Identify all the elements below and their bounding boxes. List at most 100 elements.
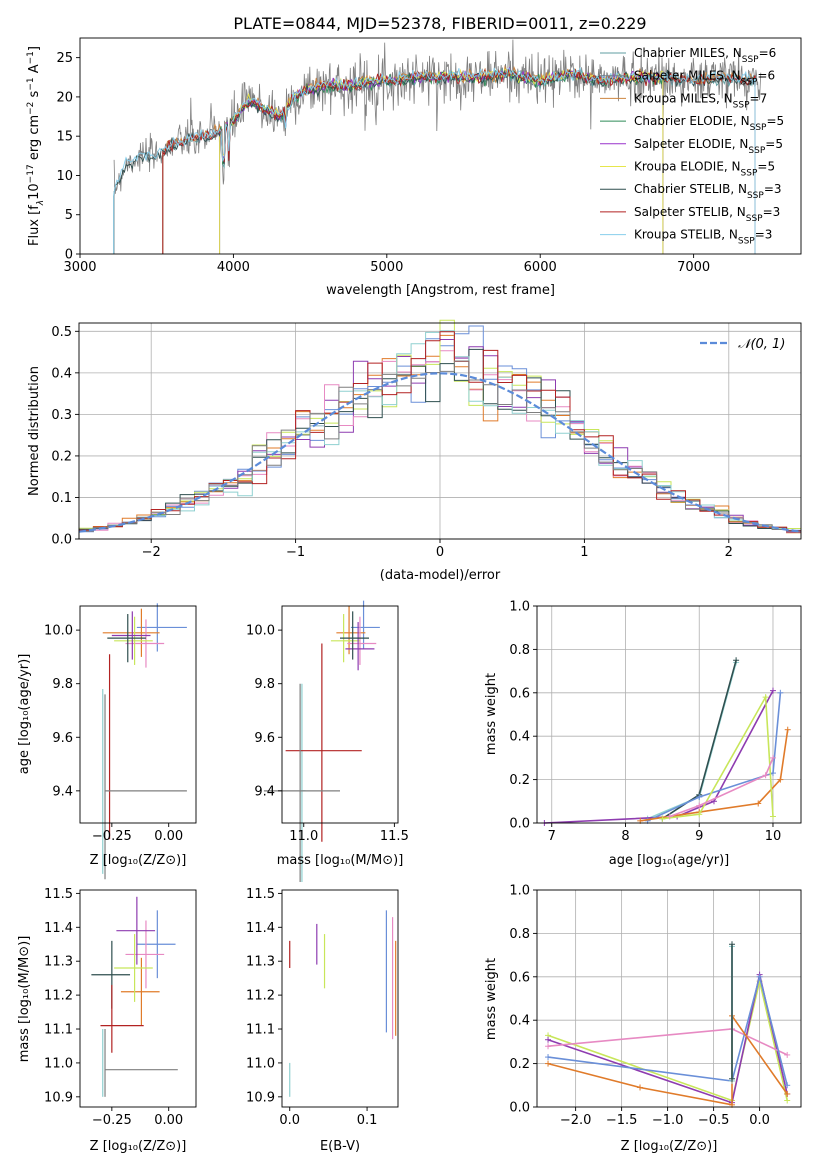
y-tick-label: 0.2 (509, 773, 530, 788)
x-tick-label: −1 (286, 545, 305, 560)
y-axis-label: age [log₁₀(age/yr)] (17, 654, 32, 775)
legend-label: Chabrier MILES, NSSP=6 (634, 46, 776, 65)
y-tick-label: 10.0 (246, 624, 275, 639)
mass-weight-age-line (544, 690, 774, 824)
y-tick-label: 11.2 (246, 989, 275, 1004)
x-tick-label: 2 (725, 545, 733, 560)
y-tick-label: 0.0 (509, 817, 530, 832)
x-tick-label: −0.5 (698, 1113, 730, 1128)
x-axis-label: (data-model)/error (380, 568, 501, 583)
legend-label: Chabrier STELIB, NSSP=3 (634, 182, 782, 201)
legend-label-normal: 𝒩(0, 1) (738, 337, 785, 352)
x-tick-label: 0.00 (154, 1113, 183, 1128)
x-tick-label: 9 (695, 829, 703, 844)
x-axis-label: wavelength [Angstrom, rest frame] (326, 283, 555, 298)
y-axis-label: mass weight (484, 673, 499, 755)
x-tick-label: 0.00 (154, 829, 183, 844)
legend-label: Kroupa MILES, NSSP=7 (634, 91, 767, 110)
legend-label: Salpeter STELIB, NSSP=3 (634, 205, 780, 224)
spectrum-model-line (113, 66, 756, 254)
y-tick-label: 0.5 (51, 325, 72, 340)
y-tick-label: 25 (56, 51, 73, 66)
x-tick-label: 0.1 (357, 1113, 378, 1128)
grid-lines (79, 323, 801, 1108)
y-tick-label: 0.6 (509, 686, 530, 701)
x-tick-label: 10 (765, 829, 782, 844)
legend-label: Salpeter ELODIE, NSSP=5 (634, 137, 783, 156)
x-axis-label: Z [log₁₀(Z/Z⊙)] (621, 1139, 718, 1154)
spectrum-data-line (113, 39, 762, 194)
legend-label: Kroupa STELIB, NSSP=3 (634, 228, 772, 247)
y-tick-label: 0.8 (509, 643, 530, 658)
axes-frame (536, 605, 802, 824)
y-tick-label: 11.2 (44, 989, 73, 1004)
y-axis-label: mass [log₁₀(M/M⊙)] (17, 936, 32, 1063)
axes-frame (281, 605, 399, 824)
axes-frame (281, 889, 399, 1108)
x-tick-label: −2 (142, 545, 161, 560)
y-tick-label: 11.4 (44, 921, 73, 936)
mass-weight-z-line (547, 973, 788, 1086)
legend-label: Chabrier ELODIE, NSSP=5 (634, 114, 784, 133)
x-tick-label: 3000 (63, 260, 96, 275)
x-axis-label: Z [log₁₀(Z/Z⊙)] (90, 1139, 187, 1154)
axes: 3000 4000 5000 6000 70000510152025wavelength… (17, 37, 802, 1154)
y-tick-label: 9.6 (254, 731, 275, 746)
y-tick-label: 1.0 (509, 600, 530, 615)
y-tick-label: 11.4 (246, 921, 275, 936)
y-tick-label: 15 (56, 130, 73, 145)
x-tick-label: 11.5 (380, 829, 409, 844)
y-tick-label: 0.2 (51, 449, 72, 464)
x-axis-label: mass [log₁₀(M/M⊙)] (277, 853, 404, 868)
y-tick-label: 10.9 (246, 1090, 275, 1105)
x-tick-label: 11.0 (289, 829, 318, 844)
y-tick-label: 9.4 (254, 784, 275, 799)
axes-frame (79, 605, 197, 824)
x-axis-label: E(B-V) (320, 1139, 360, 1154)
y-tick-label: 9.6 (52, 731, 73, 746)
y-tick-label: 0.2 (509, 1057, 530, 1072)
x-tick-label: 7 (548, 829, 556, 844)
y-tick-label: 10 (56, 169, 73, 184)
y-axis-label: Flux [fλ10−17 erg cm−2 s−1 A−1] (26, 46, 46, 246)
x-tick-label: 7000 (677, 260, 710, 275)
y-tick-label: 0.4 (509, 730, 530, 745)
y-tick-label: 0.3 (51, 408, 72, 423)
axes-frame (536, 889, 802, 1108)
y-tick-label: 11.0 (246, 1056, 275, 1071)
y-tick-label: 5 (65, 208, 73, 223)
x-tick-label: 0 (436, 545, 444, 560)
y-tick-label: 0.8 (509, 927, 530, 942)
legend-label: Kroupa ELODIE, NSSP=5 (634, 160, 775, 179)
y-tick-label: 11.3 (246, 955, 275, 970)
x-axis-label: age [log₁₀(age/yr)] (609, 853, 730, 868)
x-axis-label: Z [log₁₀(Z/Z⊙)] (90, 853, 187, 868)
mass-weight-age-line (647, 692, 782, 822)
mass-weight-age-line (669, 757, 774, 818)
x-tick-label: 5000 (370, 260, 403, 275)
mass-weight-age-line (662, 694, 774, 820)
x-tick-label: −2.0 (560, 1113, 592, 1128)
y-tick-label: 10.0 (44, 624, 73, 639)
y-tick-label: 0.1 (51, 491, 72, 506)
x-tick-label: 0.0 (279, 1113, 300, 1128)
y-tick-label: 0.6 (509, 970, 530, 985)
x-tick-label: −1.5 (606, 1113, 638, 1128)
x-tick-label: −0.25 (92, 829, 132, 844)
y-tick-label: 20 (56, 90, 73, 105)
y-tick-label: 1.0 (509, 884, 530, 899)
y-axis-label: mass weight (484, 958, 499, 1040)
y-tick-label: 0.0 (51, 533, 72, 548)
x-tick-label: 8 (621, 829, 629, 844)
y-tick-label: 11.1 (246, 1023, 275, 1038)
y-tick-label: 11.5 (246, 887, 275, 902)
y-tick-label: 0.0 (509, 1101, 530, 1116)
y-tick-label: 9.8 (254, 677, 275, 692)
legend-label: Salpeter MILES, NSSP=6 (634, 69, 775, 88)
y-tick-label: 10.9 (44, 1090, 73, 1105)
y-axis-label: Normed distribution (27, 366, 42, 496)
axes-frame (79, 889, 197, 1108)
y-tick-label: 0.4 (51, 366, 72, 381)
normal-curve (78, 372, 802, 533)
